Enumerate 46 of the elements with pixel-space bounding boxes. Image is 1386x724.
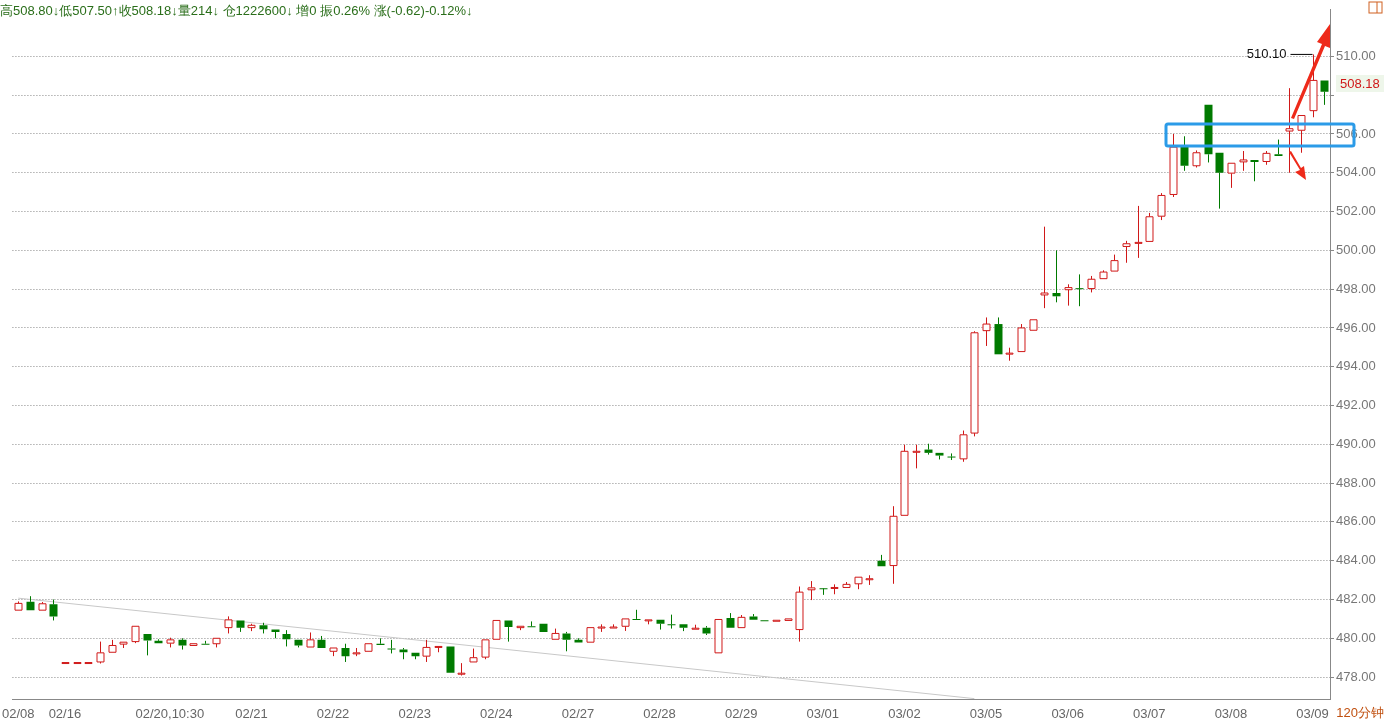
x-tick-label: 03/07: [1133, 705, 1166, 721]
x-tick-label: 03/06: [1051, 705, 1084, 721]
x-tick-label: 02/21: [235, 705, 268, 721]
x-tick-label: 03/05: [969, 705, 1003, 721]
x-tick-label: 02/22: [316, 705, 350, 721]
y-tick-label: 494.00: [1336, 358, 1376, 374]
y-tick-label: 482.00: [1336, 591, 1376, 607]
candlestick: [562, 631, 571, 652]
candlestick: [236, 620, 245, 633]
x-tick-label: 03/09: [1296, 705, 1329, 721]
x-tick-label: 02/08: [1, 705, 35, 721]
candlestick: [143, 634, 152, 656]
x-tick-label: 02/16: [48, 705, 82, 721]
x-tick-label: 02/29: [724, 705, 758, 721]
y-tick-label: 498.00: [1336, 280, 1376, 296]
candlestick: [726, 612, 735, 628]
y-tick-label: 490.00: [1336, 435, 1376, 451]
y-tick-label: 504.00: [1336, 164, 1376, 180]
candlestick: [656, 619, 665, 631]
candlestick: [446, 646, 455, 673]
x-tick-label: 02/23: [398, 705, 431, 721]
candlestick: [679, 624, 688, 632]
y-tick-label: 488.00: [1336, 474, 1376, 490]
text: 120分钟: [1336, 704, 1384, 722]
y-tick-label: 486.00: [1336, 513, 1376, 529]
candlestick: [1320, 80, 1329, 106]
x-tick-label: 02/20,10:30: [135, 705, 205, 721]
y-tick-label: 492.00: [1336, 397, 1376, 413]
y-tick-label: 502.00: [1336, 203, 1376, 219]
x-tick-label: 03/02: [888, 705, 921, 721]
x-tick-label: 02/24: [480, 705, 513, 721]
x-tick-label: 03/01: [806, 705, 840, 721]
candlestick: [504, 620, 513, 643]
y-tick-label: 478.00: [1336, 668, 1376, 684]
annotation: 510.10: [1246, 45, 1287, 61]
x-tick-label: 02/28: [643, 705, 676, 721]
y-tick-label: 500.00: [1336, 241, 1376, 257]
candlestick: [574, 637, 583, 643]
text: 508.18: [1336, 75, 1384, 92]
chart-title: 高508.80↓低507.50↑收508.18↓量214↓ 仓1222600↓ 增0 振0.26% 涨(-0.62)-0.12%↓: [0, 2, 473, 20]
x-tick-label: 02/27: [561, 705, 595, 721]
x-tick-label: 03/08: [1214, 705, 1248, 721]
y-tick-label: 484.00: [1336, 552, 1376, 568]
y-tick-label: 496.00: [1336, 319, 1376, 335]
y-tick-label: 510.00: [1336, 47, 1376, 63]
y-tick-label: 480.00: [1336, 629, 1376, 645]
